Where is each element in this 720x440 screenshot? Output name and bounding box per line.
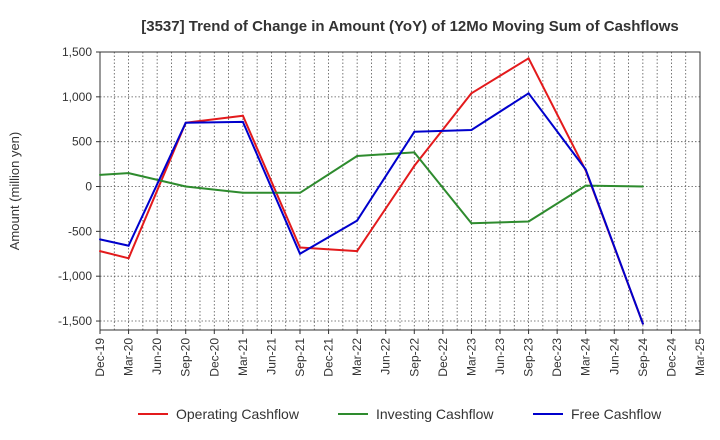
x-tick-label: Dec-24 xyxy=(664,338,678,377)
x-tick-label: Mar-21 xyxy=(236,338,250,376)
data-point-investing-cashflow xyxy=(356,155,359,158)
x-tick-label: Sep-20 xyxy=(179,338,193,377)
series-line-investing-cashflow xyxy=(99,151,643,225)
x-tick-label: Jun-21 xyxy=(264,338,278,375)
x-tick-label: Mar-24 xyxy=(579,338,593,376)
data-point-free-cashflow xyxy=(241,120,244,123)
x-tick-label: Jun-23 xyxy=(493,338,507,375)
data-point-free-cashflow xyxy=(127,244,130,247)
x-tick-label: Jun-24 xyxy=(607,338,621,375)
y-tick-label: -500 xyxy=(68,224,92,238)
data-point-investing-cashflow xyxy=(241,191,244,194)
y-tick-label: -1,000 xyxy=(58,269,92,283)
y-tick-label: 1,500 xyxy=(62,45,92,59)
data-point-free-cashflow xyxy=(470,129,473,132)
plot-area-border xyxy=(99,51,701,331)
data-point-investing-cashflow xyxy=(584,184,587,187)
data-point-free-cashflow xyxy=(584,168,587,171)
data-point-investing-cashflow xyxy=(527,220,530,223)
data-point-investing-cashflow xyxy=(413,151,416,154)
x-tick-label: Mar-25 xyxy=(693,338,707,376)
data-point-operating-cashflow xyxy=(413,164,416,167)
x-tick-label: Jun-20 xyxy=(150,338,164,375)
x-tick-label: Mar-23 xyxy=(464,338,478,376)
chart-title: [3537] Trend of Change in Amount (YoY) o… xyxy=(141,18,679,35)
data-point-operating-cashflow xyxy=(127,257,130,260)
data-point-free-cashflow xyxy=(641,322,644,325)
grid xyxy=(100,51,700,330)
x-tick-label: Dec-20 xyxy=(207,338,221,377)
x-tick-label: Dec-21 xyxy=(322,338,336,377)
legend-label-investing-cashflow: Investing Cashflow xyxy=(376,406,494,422)
legend-label-free-cashflow: Free Cashflow xyxy=(571,406,662,422)
y-tick-label: -1,500 xyxy=(58,314,92,328)
y-tick-label: 1,000 xyxy=(62,90,92,104)
y-axis-ticks: 1,500 1,000 500 0 -500 -1,000 -1,500 xyxy=(58,45,100,328)
y-tick-label: 0 xyxy=(85,180,92,194)
data-point-investing-cashflow xyxy=(299,191,301,194)
x-tick-label: Sep-24 xyxy=(636,338,650,377)
x-axis-ticks: Dec-19 Mar-20 Jun-20 Sep-20 Dec-20 Mar-21 Jun-… xyxy=(93,330,707,377)
x-tick-label: Sep-21 xyxy=(293,338,307,377)
legend: Operating Cashflow Investing Cashflow Free… xyxy=(138,406,662,422)
x-tick-label: Jun-22 xyxy=(379,338,393,375)
x-tick-label: Dec-22 xyxy=(436,338,450,377)
data-point-investing-cashflow xyxy=(470,222,473,225)
data-point-operating-cashflow xyxy=(470,92,473,95)
data-point-investing-cashflow xyxy=(127,172,130,175)
x-tick-label: Mar-20 xyxy=(122,338,136,376)
x-tick-label: Dec-23 xyxy=(550,338,564,377)
x-tick-label: Dec-19 xyxy=(93,338,107,377)
data-point-free-cashflow xyxy=(184,121,187,124)
data-point-investing-cashflow xyxy=(641,185,644,188)
data-point-free-cashflow xyxy=(299,252,301,255)
x-tick-label: Sep-22 xyxy=(407,338,421,377)
data-point-operating-cashflow xyxy=(241,114,244,117)
y-tick-label: 500 xyxy=(72,135,92,149)
y-axis-label: Amount (million yen) xyxy=(7,132,22,251)
data-point-investing-cashflow xyxy=(184,185,187,188)
data-point-operating-cashflow xyxy=(356,250,359,253)
data-point-operating-cashflow xyxy=(99,250,101,253)
series-line-free-cashflow xyxy=(99,92,644,325)
data-point-operating-cashflow xyxy=(527,57,530,60)
data-point-investing-cashflow xyxy=(99,173,101,176)
data-point-free-cashflow xyxy=(356,219,359,222)
data-point-free-cashflow xyxy=(413,130,416,133)
legend-label-operating-cashflow: Operating Cashflow xyxy=(176,406,300,422)
data-point-free-cashflow xyxy=(527,92,530,95)
data-point-free-cashflow xyxy=(99,238,101,241)
data-point-operating-cashflow xyxy=(299,246,301,249)
x-tick-label: Mar-22 xyxy=(350,338,364,376)
x-tick-label: Sep-23 xyxy=(522,338,536,377)
series-lines xyxy=(99,57,644,325)
